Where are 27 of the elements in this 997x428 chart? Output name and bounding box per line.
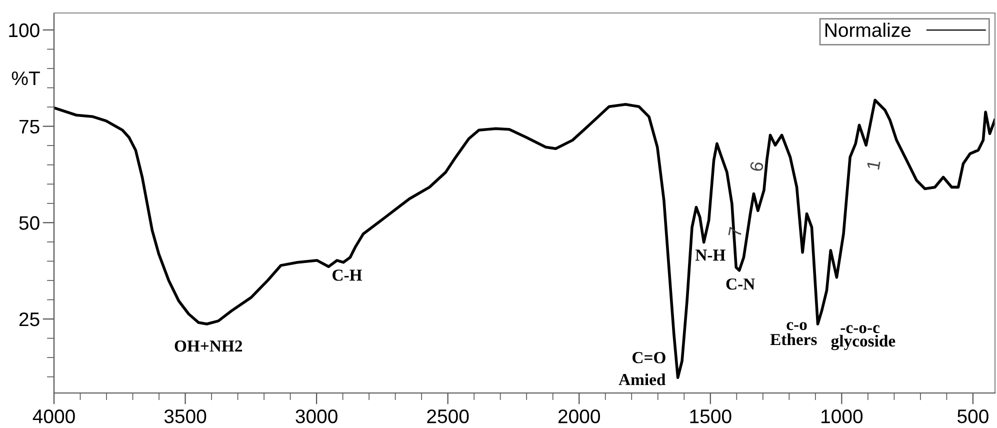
annotation: 1 [866,160,880,170]
annotation: N-H [695,250,726,261]
y-tick-label: 75 [19,120,40,134]
x-tick-label: 2500 [427,409,469,424]
y-tick-label: 50 [19,216,40,230]
x-tick-label: 3000 [296,409,338,424]
annotation: glycoside [831,334,896,350]
x-tick-label: 4000 [32,409,75,424]
x-tick-label: 1000 [822,409,863,424]
y-tick-label: 100 [9,23,40,38]
annotation: c-o [786,322,807,330]
annotation: 6 [750,161,764,172]
annotation: C-H [332,270,362,281]
y-tick-label: 25 [19,312,40,326]
y-axis-title: %T [12,71,40,86]
x-tick-label: 1500 [690,409,732,424]
annotation: C=O [632,352,666,364]
x-tick-label: 500 [958,409,988,424]
x-tick-label: 3500 [164,409,206,424]
annotation: Amied [618,373,666,386]
annotation: -c-o-c [840,325,880,334]
annotation: Ethers [770,333,817,346]
legend-label: Normalize [825,22,911,38]
annotation: 7 [728,226,742,238]
x-tick-label: 2000 [558,409,600,424]
annotation: C-N [726,278,755,290]
annotation: OH+NH2 [174,340,242,352]
